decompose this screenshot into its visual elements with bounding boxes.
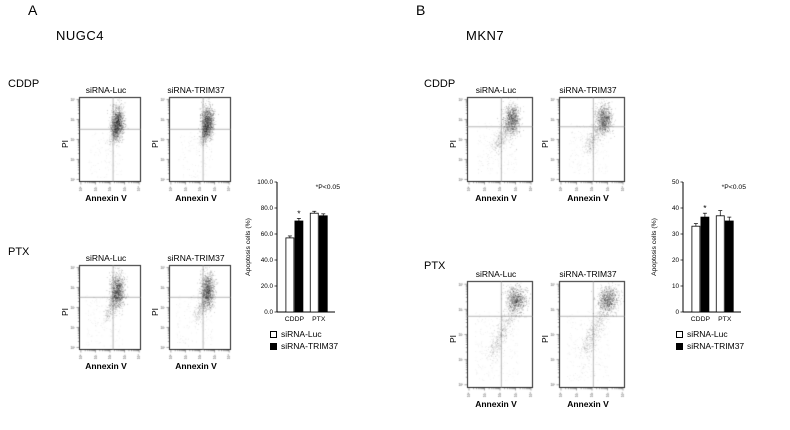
y-axis-label: PI: [540, 334, 550, 344]
x-axis-label: Annexin V: [85, 193, 127, 203]
svg-text:*P<0.05: *P<0.05: [722, 184, 747, 191]
svg-text:Apoptosis cells (%): Apoptosis cells (%): [651, 218, 658, 276]
flow-cytometry-canvas: [458, 96, 534, 192]
panel-label-b: B: [416, 2, 426, 18]
x-axis-label: Annexin V: [475, 193, 517, 203]
flow-plot-title: siRNA-TRIM37: [559, 85, 617, 95]
svg-text:*: *: [297, 208, 301, 218]
legend-swatch: [676, 331, 683, 338]
flow-plot-a-cddp-luc: siRNA-Luc PI Annexin V: [60, 84, 142, 204]
svg-text:0: 0: [675, 309, 679, 316]
legend-swatch: [270, 331, 277, 338]
legend-swatch: [270, 343, 277, 350]
svg-text:CDDP: CDDP: [285, 316, 305, 323]
flow-cytometry-canvas: [550, 280, 626, 398]
x-axis-label: Annexin V: [567, 399, 609, 409]
flow-cytometry-canvas: [70, 264, 142, 360]
flow-plot-b-ptx-luc: siRNA-Luc PI Annexin V: [448, 268, 534, 410]
flow-plot-title: siRNA-TRIM37: [167, 253, 225, 263]
svg-text:60.0: 60.0: [261, 231, 274, 238]
flow-plot-b-ptx-trim37: siRNA-TRIM37 PI Annexin V: [540, 268, 626, 410]
flow-plot-a-cddp-trim37: siRNA-TRIM37 PI Annexin V: [150, 84, 232, 204]
svg-text:Apoptosis cells (%): Apoptosis cells (%): [245, 218, 252, 276]
svg-text:*P<0.05: *P<0.05: [316, 184, 341, 191]
treatment-label-a-ptx: PTX: [8, 246, 30, 258]
x-axis-label: Annexin V: [85, 361, 127, 371]
x-axis-label: Annexin V: [567, 193, 609, 203]
y-axis-label: PI: [60, 307, 70, 317]
bar-chart-b: 0 10 20 30 40 50 CDDP PTX * *P<0.05 Apoptosis cell…: [651, 179, 747, 323]
flow-plot-title: siRNA-TRIM37: [167, 85, 225, 95]
y-axis-label: PI: [448, 334, 458, 344]
legend-label: siRNA-Luc: [687, 329, 728, 339]
svg-text:20.0: 20.0: [261, 283, 274, 290]
legend-swatch: [676, 343, 683, 350]
bar-chart-a: 0.0 20.0 40.0 60.0 80.0 100.0 CDDP PTX * *P<0.05 A…: [245, 179, 341, 323]
svg-text:PTX: PTX: [312, 316, 326, 323]
y-axis-label: PI: [60, 139, 70, 149]
svg-text:20: 20: [672, 257, 680, 264]
svg-text:10: 10: [672, 283, 680, 290]
svg-text:PTX: PTX: [718, 316, 732, 323]
flow-plot-title: siRNA-Luc: [475, 269, 517, 279]
flow-plot-title: siRNA-Luc: [85, 85, 127, 95]
flow-cytometry-canvas: [160, 96, 232, 192]
legend-item: siRNA-Luc: [676, 330, 744, 339]
y-axis-label: PI: [150, 139, 160, 149]
legend-label: siRNA-Luc: [281, 329, 322, 339]
flow-plot-title: siRNA-Luc: [475, 85, 517, 95]
panel-label-a: A: [28, 2, 38, 18]
svg-text:*: *: [703, 203, 707, 213]
flow-cytometry-canvas: [550, 96, 626, 192]
svg-text:0.0: 0.0: [264, 309, 273, 316]
svg-text:CDDP: CDDP: [691, 316, 711, 323]
flow-cytometry-canvas: [70, 96, 142, 192]
legend-item: siRNA-TRIM37: [270, 342, 338, 351]
svg-text:50: 50: [672, 179, 680, 186]
svg-text:40.0: 40.0: [261, 257, 274, 264]
x-axis-label: Annexin V: [175, 361, 217, 371]
legend-item: siRNA-Luc: [270, 330, 338, 339]
y-axis-label: PI: [448, 139, 458, 149]
x-axis-label: Annexin V: [175, 193, 217, 203]
flow-cytometry-canvas: [160, 264, 232, 360]
y-axis-label: PI: [540, 139, 550, 149]
flow-plot-b-cddp-trim37: siRNA-TRIM37 PI Annexin V: [540, 84, 626, 204]
svg-text:100.0: 100.0: [257, 179, 273, 186]
flow-cytometry-canvas: [458, 280, 534, 398]
svg-text:30: 30: [672, 231, 680, 238]
legend-label: siRNA-TRIM37: [687, 341, 745, 351]
flow-plot-b-cddp-luc: siRNA-Luc PI Annexin V: [448, 84, 534, 204]
x-axis-label: Annexin V: [475, 399, 517, 409]
treatment-label-b-ptx: PTX: [424, 260, 446, 272]
flow-plot-a-ptx-trim37: siRNA-TRIM37 PI Annexin V: [150, 252, 232, 372]
flow-plot-title: siRNA-Luc: [85, 253, 127, 263]
svg-text:40: 40: [672, 205, 680, 212]
flow-plot-a-ptx-luc: siRNA-Luc PI Annexin V: [60, 252, 142, 372]
svg-text:80.0: 80.0: [261, 205, 274, 212]
y-axis-label: PI: [150, 307, 160, 317]
legend-b: siRNA-Luc siRNA-TRIM37: [676, 330, 744, 351]
legend-label: siRNA-TRIM37: [281, 341, 339, 351]
treatment-label-a-cddp: CDDP: [8, 78, 40, 90]
cell-line-title-b: MKN7: [466, 28, 505, 43]
flow-plot-title: siRNA-TRIM37: [559, 269, 617, 279]
legend-a: siRNA-Luc siRNA-TRIM37: [270, 330, 338, 351]
treatment-label-b-cddp: CDDP: [424, 78, 456, 90]
cell-line-title-a: NUGC4: [56, 28, 105, 43]
legend-item: siRNA-TRIM37: [676, 342, 744, 351]
